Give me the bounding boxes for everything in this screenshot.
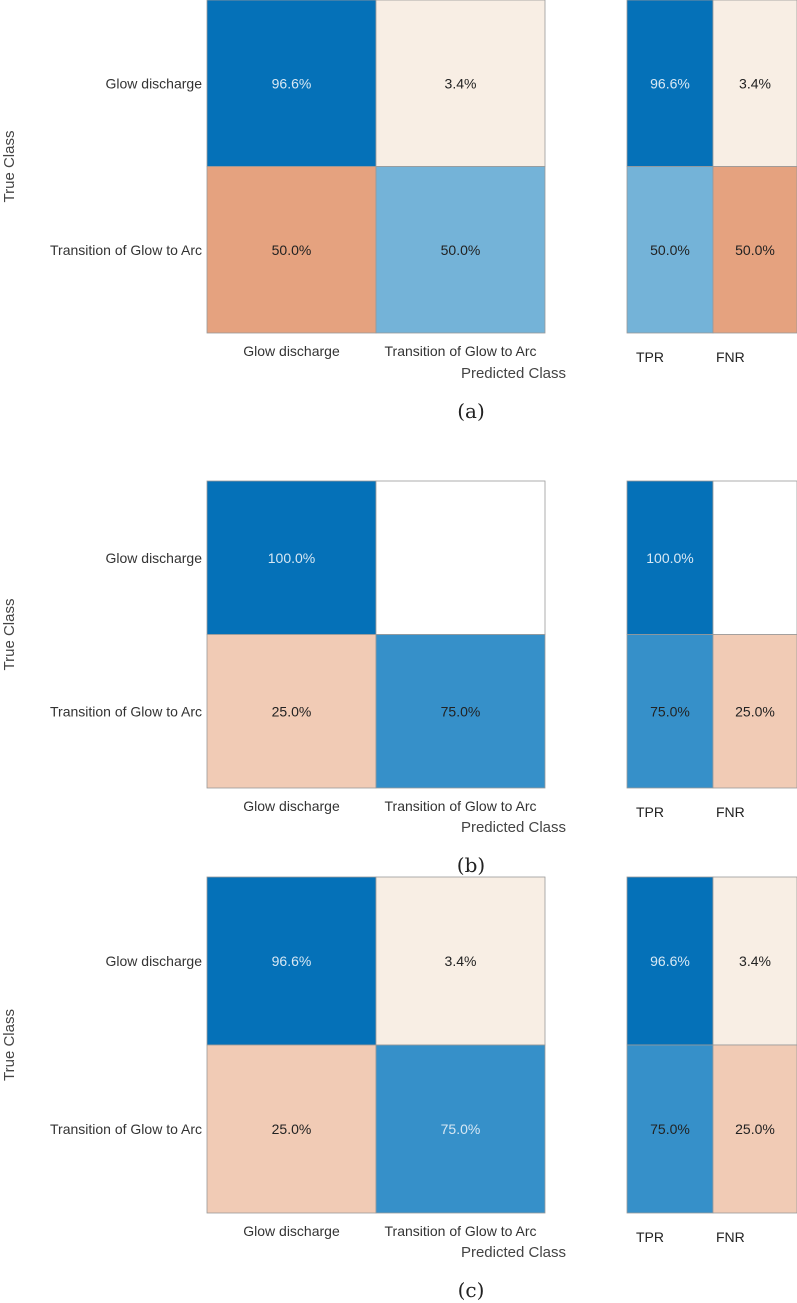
summary-cell (626, 876, 714, 1046)
y-axis-title: True Class (1, 1009, 18, 1081)
summary-cell-value: 100.0% (646, 550, 693, 566)
matrix-cell-value: 3.4% (445, 75, 477, 91)
matrix-cell (375, 166, 546, 334)
summary-cell-value: 75.0% (650, 703, 690, 719)
panel-caption: (b) (457, 853, 485, 877)
summary-cell (712, 876, 797, 1046)
row-tick-label: Glow discharge (106, 953, 203, 969)
summary-col-label: FNR (716, 804, 745, 820)
panel-b: 100.0% 100.0% Glow discharge Glow discharge… (1, 480, 797, 877)
panel-a: 96.6% 96.6% 3.4% 3.4% Glow discharge Glow dis… (1, 0, 797, 423)
summary-cell (712, 166, 797, 334)
summary-cell-value: 50.0% (735, 242, 775, 258)
col-tick-label: Transition of Glow to Arc (385, 1223, 537, 1239)
summary-col-label: TPR (636, 1229, 664, 1245)
x-axis-title: Predicted Class (461, 365, 566, 382)
col-tick-label: Glow discharge (243, 343, 340, 359)
matrix-cell-value: 100.0% (268, 550, 315, 566)
y-axis-title: True Class (1, 599, 18, 671)
x-axis-title: Predicted Class (461, 1244, 566, 1261)
matrix-cell (375, 0, 546, 167)
matrix-cell (206, 1044, 377, 1214)
col-tick-label: Transition of Glow to Arc (385, 798, 537, 814)
matrix-cell-value: 75.0% (441, 703, 481, 719)
summary-cell (712, 1044, 797, 1214)
y-axis-title: True Class (1, 131, 18, 203)
summary-cell-value: 3.4% (739, 75, 771, 91)
summary-cell (626, 480, 714, 635)
matrix-cell (206, 876, 377, 1046)
summary-col-label: TPR (636, 349, 664, 365)
row-tick-label: Glow discharge (106, 75, 203, 91)
matrix-cell (375, 480, 546, 635)
summary-cell-value: 75.0% (650, 1121, 690, 1137)
matrix-cell (375, 1044, 546, 1214)
summary-col-label: TPR (636, 804, 664, 820)
summary-cell (712, 0, 797, 167)
panel-c: 96.6% 96.6% 3.4% 3.4% Glow discharge Glow dis… (1, 876, 797, 1302)
summary-cell-value: 25.0% (735, 703, 775, 719)
matrix-cell-value: 96.6% (272, 75, 312, 91)
panel-caption: (a) (457, 399, 485, 423)
summary-cell-value: 25.0% (735, 1121, 775, 1137)
summary-cell (626, 166, 714, 334)
matrix-cell-value: 50.0% (272, 242, 312, 258)
matrix-cell-value: 50.0% (441, 242, 481, 258)
summary-cell (626, 1044, 714, 1214)
summary-cell (626, 0, 714, 167)
col-tick-label: Transition of Glow to Arc (385, 343, 537, 359)
matrix-cell-value: 75.0% (441, 1121, 481, 1137)
summary-cell-value: 50.0% (650, 242, 690, 258)
matrix-cell (206, 166, 377, 334)
row-tick-label: Transition of Glow to Arc (50, 703, 202, 719)
matrix-cell (375, 634, 546, 789)
summary-col-label: FNR (716, 349, 745, 365)
panel-caption: (c) (458, 1278, 485, 1302)
matrix-cell-value: 3.4% (445, 953, 477, 969)
matrix-cell-value: 25.0% (272, 1121, 312, 1137)
summary-cell (626, 634, 714, 789)
col-tick-label: Glow discharge (243, 1223, 340, 1239)
summary-cell-value: 96.6% (650, 953, 690, 969)
matrix-cell-value: 96.6% (272, 953, 312, 969)
matrix-cell (206, 480, 377, 635)
summary-cell-value: 3.4% (739, 953, 771, 969)
matrix-cell (206, 0, 377, 167)
row-tick-label: Transition of Glow to Arc (50, 242, 202, 258)
summary-cell (712, 480, 797, 635)
matrix-cell-value: 25.0% (272, 703, 312, 719)
row-tick-label: Glow discharge (106, 550, 203, 566)
summary-cell-value: 96.6% (650, 75, 690, 91)
row-tick-label: Transition of Glow to Arc (50, 1121, 202, 1137)
col-tick-label: Glow discharge (243, 798, 340, 814)
summary-col-label: FNR (716, 1229, 745, 1245)
x-axis-title: Predicted Class (461, 819, 566, 836)
summary-cell (712, 634, 797, 789)
matrix-cell (375, 876, 546, 1046)
